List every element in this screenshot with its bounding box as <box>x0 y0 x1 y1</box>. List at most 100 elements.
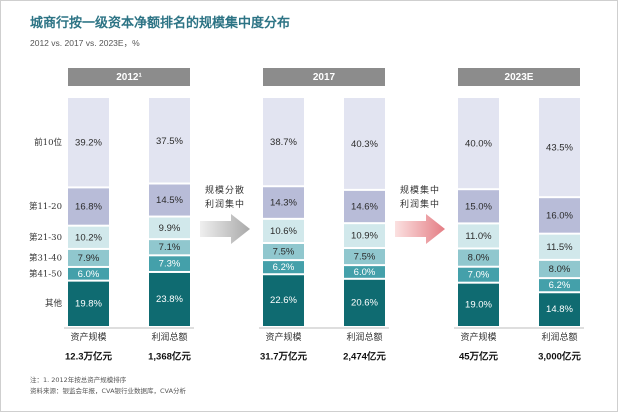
bar-segment <box>68 249 109 266</box>
bar-segment <box>458 98 499 189</box>
panel-0: 2012¹ <box>64 68 194 329</box>
bar-segment <box>68 188 109 225</box>
panel-header <box>68 68 190 86</box>
row-label: 其他 <box>45 298 63 309</box>
stacked-bar: 37.5% 14.5% 9.9% 7.1% 7.3% 23.8% <box>149 98 190 326</box>
value-label: 11.5% <box>546 242 573 253</box>
value-label: 40.0% <box>465 139 492 150</box>
bar-segment <box>263 219 304 243</box>
category-total: 12.3万亿元 <box>65 351 112 363</box>
value-label: 10.2% <box>75 232 102 243</box>
value-label: 16.8% <box>75 202 102 213</box>
bar-segment <box>539 260 580 278</box>
panel-1: 2017 <box>259 68 389 329</box>
value-label: 15.0% <box>465 201 492 212</box>
row-label: 第21-30 <box>29 232 62 243</box>
value-label: 8.0% <box>468 253 490 264</box>
bar-segment <box>149 272 190 326</box>
bar-segment <box>263 187 304 218</box>
bar-segment <box>458 283 499 326</box>
value-label: 7.3% <box>159 259 181 270</box>
bar-segment <box>344 98 385 189</box>
category-total: 1,368亿元 <box>148 351 191 363</box>
right-arrow-icon <box>395 214 445 244</box>
category-label: 资产规模 <box>265 331 301 343</box>
value-label: 6.2% <box>549 280 571 291</box>
value-label: 7.0% <box>468 270 490 281</box>
bar-segment <box>68 226 109 248</box>
value-label: 14.6% <box>351 202 378 213</box>
bar-segment <box>458 224 499 248</box>
stacked-bar: 40.0% 15.0% 11.0% 8.0% 7.0% 19.0% <box>458 98 499 326</box>
bar-segment <box>68 281 109 326</box>
panel-2: 2023E <box>454 68 584 329</box>
footnote-note: 注：1. 2012年按总资产规模排序 <box>30 376 127 384</box>
arrow-label: 规模分散 <box>205 184 245 196</box>
value-label: 14.8% <box>546 304 573 315</box>
bar-segment <box>68 267 109 280</box>
value-label: 7.1% <box>159 242 181 253</box>
value-label: 38.7% <box>270 137 297 148</box>
category-total: 45万亿元 <box>459 351 499 363</box>
panel-header <box>458 68 580 86</box>
value-label: 37.5% <box>156 136 183 147</box>
page-subtitle: 2012 vs. 2017 vs. 2023E，% <box>30 38 140 48</box>
category-label: 资产规模 <box>70 331 106 343</box>
panel-header-label: 2017 <box>313 72 336 83</box>
value-label: 6.2% <box>273 262 295 273</box>
value-label: 39.2% <box>75 138 102 149</box>
bar-segment <box>263 244 304 260</box>
bar-segment <box>458 267 499 282</box>
bar-segment <box>263 98 304 186</box>
bar-segment <box>344 279 385 326</box>
bar-segment <box>344 266 385 278</box>
value-label: 19.8% <box>75 298 102 309</box>
bar-segment <box>344 249 385 265</box>
category-label: 利润总额 <box>151 331 187 343</box>
row-label: 第41-50 <box>29 268 62 279</box>
footnote-source: 资料来源：银监会年报，CVA银行业数据库，CVA分析 <box>30 387 187 395</box>
value-label: 6.0% <box>354 267 376 278</box>
value-label: 7.9% <box>78 253 100 264</box>
arrow-label: 规模集中 <box>400 184 440 196</box>
panel-header-label: 2012¹ <box>116 72 142 83</box>
right-arrow-icon <box>200 214 250 244</box>
value-label: 10.6% <box>270 226 297 237</box>
value-label: 11.0% <box>465 231 492 242</box>
panel-header-label: 2023E <box>505 72 534 83</box>
bar-segment <box>539 234 580 259</box>
bar-segment <box>68 98 109 187</box>
row-label: 前10位 <box>34 137 62 148</box>
bar-segment <box>263 275 304 326</box>
bar-segment <box>263 261 304 274</box>
category-label: 利润总额 <box>541 331 577 343</box>
stacked-bar: 40.3% 14.6% 10.9% 7.5% 6.0% 20.6% <box>344 98 385 326</box>
value-label: 16.0% <box>546 210 573 221</box>
bar-segment <box>458 249 499 266</box>
bar-segment <box>539 293 580 326</box>
value-label: 10.9% <box>351 231 378 242</box>
stacked-bar: 38.7% 14.3% 10.6% 7.5% 6.2% 22.6% <box>263 98 304 326</box>
value-label: 20.6% <box>351 297 378 308</box>
value-label: 14.3% <box>270 198 297 209</box>
page-title: 城商行按一级资本净额排名的规模集中度分布 <box>30 16 291 31</box>
row-label: 第11-20 <box>29 201 62 212</box>
value-label: 6.0% <box>78 269 100 280</box>
bar-segment <box>149 256 190 271</box>
bar-segment <box>149 217 190 239</box>
bar-segment <box>539 98 580 197</box>
value-label: 7.5% <box>273 247 295 258</box>
value-label: 23.8% <box>156 294 183 305</box>
bar-segment <box>149 98 190 183</box>
bar-segment <box>458 190 499 223</box>
bar-segment <box>344 224 385 248</box>
category-total: 2,474亿元 <box>343 351 386 363</box>
category-total: 3,000亿元 <box>538 351 581 363</box>
value-label: 14.5% <box>156 195 183 206</box>
value-label: 7.5% <box>354 252 376 263</box>
bar-segment <box>344 190 385 223</box>
value-label: 43.5% <box>546 143 573 154</box>
value-label: 9.9% <box>159 223 181 234</box>
